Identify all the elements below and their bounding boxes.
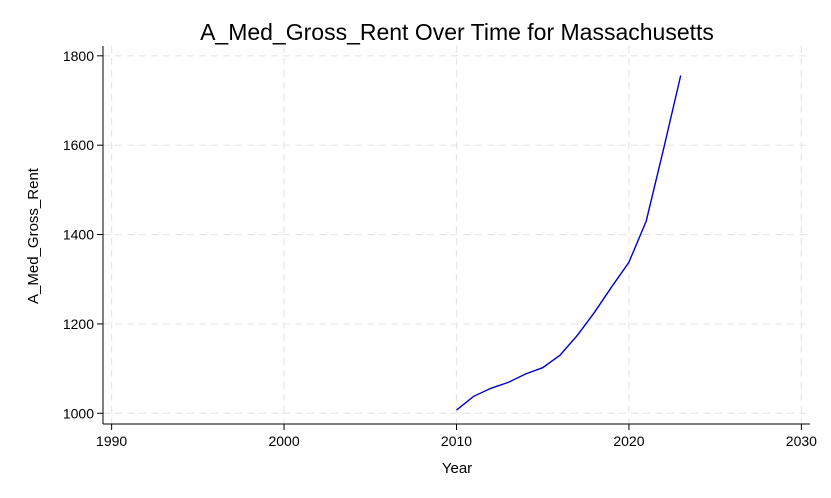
x-tick-label: 2020 <box>613 433 644 449</box>
y-axis-label: A_Med_Gross_Rent <box>25 167 42 304</box>
series-lines <box>456 75 682 411</box>
grid-lines <box>103 46 810 424</box>
y-tick-label: 1000 <box>63 405 94 421</box>
tick-labels: 1990 2000 2010 2020 2030 1000 1200 1400 1600 1800 <box>63 48 817 449</box>
y-tick-label: 1200 <box>63 316 94 332</box>
series-line <box>456 75 682 411</box>
axes <box>97 46 810 430</box>
x-tick-label: 2000 <box>268 433 299 449</box>
y-tick-label: 1800 <box>63 48 94 64</box>
y-tick-label: 1600 <box>63 137 94 153</box>
x-axis-label: Year <box>442 460 472 477</box>
x-tick-label: 2010 <box>441 433 472 449</box>
y-tick-label: 1400 <box>63 227 94 243</box>
x-tick-label: 1990 <box>96 433 127 449</box>
x-tick-label: 2030 <box>786 433 817 449</box>
chart-title: A_Med_Gross_Rent Over Time for Massachus… <box>200 19 714 45</box>
